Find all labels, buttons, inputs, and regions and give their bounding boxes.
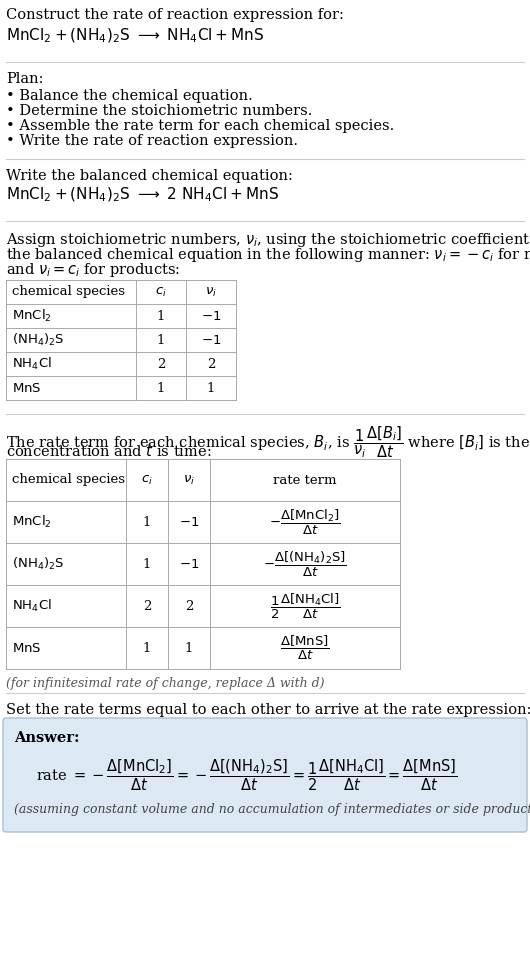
Text: concentration and $t$ is time:: concentration and $t$ is time: — [6, 443, 211, 459]
Text: $\nu_i$: $\nu_i$ — [183, 473, 195, 487]
Text: 1: 1 — [207, 382, 215, 394]
Text: (for infinitesimal rate of change, replace Δ with d): (for infinitesimal rate of change, repla… — [6, 677, 324, 690]
Text: 2: 2 — [143, 599, 151, 613]
Text: $-1$: $-1$ — [201, 309, 221, 322]
Text: chemical species: chemical species — [12, 473, 125, 486]
Text: Assign stoichiometric numbers, $\nu_i$, using the stoichiometric coefficients, $: Assign stoichiometric numbers, $\nu_i$, … — [6, 231, 530, 249]
Text: $c_i$: $c_i$ — [141, 473, 153, 487]
Text: $-1$: $-1$ — [179, 557, 199, 571]
Text: $\mathrm{NH_4Cl}$: $\mathrm{NH_4Cl}$ — [12, 598, 52, 614]
Text: $\mathrm{NH_4Cl}$: $\mathrm{NH_4Cl}$ — [12, 356, 52, 372]
Text: $\dfrac{\Delta[\mathrm{MnS}]}{\Delta t}$: $\dfrac{\Delta[\mathrm{MnS}]}{\Delta t}$ — [280, 634, 330, 662]
Text: 2: 2 — [207, 357, 215, 371]
Text: 1: 1 — [157, 382, 165, 394]
Text: $\mathrm{MnS}$: $\mathrm{MnS}$ — [12, 641, 41, 655]
FancyBboxPatch shape — [3, 718, 527, 832]
Text: and $\nu_i = c_i$ for products:: and $\nu_i = c_i$ for products: — [6, 261, 180, 279]
Text: • Balance the chemical equation.: • Balance the chemical equation. — [6, 89, 253, 103]
Text: $c_i$: $c_i$ — [155, 285, 167, 299]
Text: rate $= -\dfrac{\Delta[\mathrm{MnCl_2}]}{\Delta t} = -\dfrac{\Delta[(\mathrm{NH_: rate $= -\dfrac{\Delta[\mathrm{MnCl_2}]}… — [36, 757, 457, 793]
Text: Write the balanced chemical equation:: Write the balanced chemical equation: — [6, 169, 293, 183]
Text: chemical species: chemical species — [12, 286, 125, 299]
Text: $(\mathrm{NH_4})_2\mathrm{S}$: $(\mathrm{NH_4})_2\mathrm{S}$ — [12, 556, 65, 572]
Text: $(\mathrm{NH_4})_2\mathrm{S}$: $(\mathrm{NH_4})_2\mathrm{S}$ — [12, 332, 65, 348]
Text: $-\dfrac{\Delta[(\mathrm{NH_4})_2\mathrm{S}]}{\Delta t}$: $-\dfrac{\Delta[(\mathrm{NH_4})_2\mathrm… — [263, 549, 347, 579]
Text: 1: 1 — [143, 515, 151, 528]
Text: $\mathrm{MnCl_2}$: $\mathrm{MnCl_2}$ — [12, 514, 52, 530]
Text: $\mathrm{MnCl_2 + (NH_4)_2S\ \longrightarrow\ NH_4Cl + MnS}$: $\mathrm{MnCl_2 + (NH_4)_2S\ \longrighta… — [6, 27, 264, 46]
Text: $-1$: $-1$ — [179, 515, 199, 528]
Text: • Determine the stoichiometric numbers.: • Determine the stoichiometric numbers. — [6, 104, 312, 118]
Text: $-\dfrac{\Delta[\mathrm{MnCl_2}]}{\Delta t}$: $-\dfrac{\Delta[\mathrm{MnCl_2}]}{\Delta… — [269, 508, 341, 537]
Text: 1: 1 — [157, 309, 165, 322]
Text: • Assemble the rate term for each chemical species.: • Assemble the rate term for each chemic… — [6, 119, 394, 133]
Text: The rate term for each chemical species, $B_i$, is $\dfrac{1}{\nu_i}\dfrac{\Delt: The rate term for each chemical species,… — [6, 424, 530, 460]
Text: Plan:: Plan: — [6, 72, 43, 86]
Text: 1: 1 — [143, 557, 151, 571]
Text: $\mathrm{MnS}$: $\mathrm{MnS}$ — [12, 382, 41, 394]
Text: 2: 2 — [185, 599, 193, 613]
Text: rate term: rate term — [273, 473, 337, 486]
Text: $\dfrac{1}{2}\dfrac{\Delta[\mathrm{NH_4Cl}]}{\Delta t}$: $\dfrac{1}{2}\dfrac{\Delta[\mathrm{NH_4C… — [270, 591, 340, 621]
Text: $\mathrm{MnCl_2}$: $\mathrm{MnCl_2}$ — [12, 308, 52, 324]
Text: • Write the rate of reaction expression.: • Write the rate of reaction expression. — [6, 134, 298, 148]
Text: $\nu_i$: $\nu_i$ — [205, 285, 217, 299]
Text: 2: 2 — [157, 357, 165, 371]
Text: Construct the rate of reaction expression for:: Construct the rate of reaction expressio… — [6, 8, 344, 22]
Text: 1: 1 — [143, 641, 151, 655]
Text: 1: 1 — [157, 334, 165, 346]
Text: 1: 1 — [185, 641, 193, 655]
Text: $-1$: $-1$ — [201, 334, 221, 346]
Text: the balanced chemical equation in the following manner: $\nu_i = -c_i$ for react: the balanced chemical equation in the fo… — [6, 246, 530, 264]
Bar — [6, 280, 236, 400]
Text: Answer:: Answer: — [14, 731, 80, 745]
Text: (assuming constant volume and no accumulation of intermediates or side products): (assuming constant volume and no accumul… — [14, 803, 530, 816]
Bar — [6, 459, 400, 669]
Text: $\mathrm{MnCl_2 + (NH_4)_2S\ \longrightarrow\ 2\ NH_4Cl + MnS}$: $\mathrm{MnCl_2 + (NH_4)_2S\ \longrighta… — [6, 186, 279, 204]
Text: Set the rate terms equal to each other to arrive at the rate expression:: Set the rate terms equal to each other t… — [6, 703, 530, 717]
